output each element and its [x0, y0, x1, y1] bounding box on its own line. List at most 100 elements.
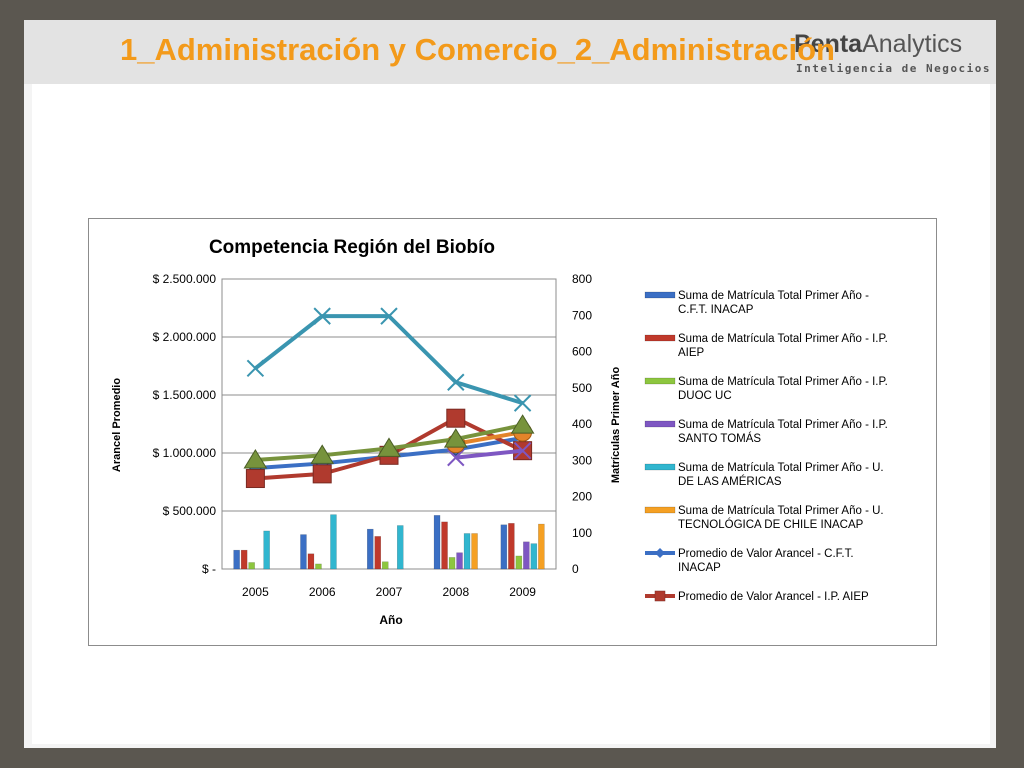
legend-marker [655, 548, 665, 558]
legend-item: Promedio de Valor Arancel - C.F.T. INACAP [645, 548, 854, 574]
y-left-tick-label: $ 500.000 [163, 504, 217, 518]
chart-frame: Competencia Región del Biobío Arancel Pr… [88, 218, 937, 646]
x-tick-label: 2005 [242, 585, 269, 599]
bar [248, 562, 255, 570]
marker-stroke [246, 359, 265, 378]
y-right-tick-label: 0 [572, 562, 579, 576]
marker-stroke [513, 394, 532, 412]
bar [500, 524, 508, 570]
bar [433, 515, 441, 570]
bar [456, 552, 463, 570]
legend-label: Suma de Matrícula Total Primer Año - [678, 290, 869, 302]
logo-brand-penta: Penta [794, 30, 863, 58]
y-left-tick-label: $ 2.500.000 [153, 272, 217, 286]
plot-background [221, 278, 557, 570]
y-axis-left-label: Arancel Promedio [111, 378, 123, 472]
legend-label: Suma de Matrícula Total Primer Año - I.P… [678, 333, 888, 345]
marker-stroke [447, 448, 465, 467]
slide-header-band [24, 20, 996, 84]
y-right-tick-label: 300 [572, 453, 592, 467]
legend-item: Suma de Matrícula Total Primer Año - I.P… [644, 333, 888, 359]
bar [538, 523, 545, 570]
legend-label: Promedio de Valor Arancel - C.F.T. [678, 548, 854, 560]
legend-label: Promedio de Valor Arancel - I.P. AIEP [678, 591, 869, 603]
y-right-tick-label: 600 [572, 345, 592, 359]
line-point [246, 359, 265, 378]
legend-item: Suma de Matrícula Total Primer Año - U.T… [644, 505, 884, 531]
legend-item: Suma de Matrícula Total Primer Año - I.P… [644, 419, 888, 445]
legend-label: Suma de Matrícula Total Primer Año - U. [678, 505, 884, 517]
series-line [455, 448, 523, 460]
x-axis-label: Año [379, 613, 402, 627]
legend-label: C.F.T. INACAP [678, 304, 754, 316]
line-point [447, 448, 465, 467]
bar [374, 536, 381, 570]
legend-item: Suma de Matrícula Total Primer Año - C.F.… [644, 290, 869, 316]
bar [530, 543, 538, 570]
legend-label: DUOC UC [678, 390, 732, 402]
legend-label: Suma de Matrícula Total Primer Año - U. [678, 462, 884, 474]
legend-label: INACAP [678, 562, 721, 574]
bar [367, 528, 374, 570]
y-left-tick-label: $ 1.500.000 [153, 388, 217, 402]
line-point [245, 469, 265, 489]
line-point [312, 464, 332, 484]
bar [382, 561, 389, 570]
bar [471, 533, 478, 570]
marker-stroke [513, 441, 532, 460]
y-right-tick-label: 700 [572, 308, 592, 322]
y-right-tick-label: 800 [572, 272, 592, 286]
legend-item: Suma de Matrícula Total Primer Año - U.D… [644, 462, 884, 488]
bar [307, 553, 315, 570]
bar [515, 555, 523, 570]
chart-title: Competencia Región del Biobío [209, 237, 495, 258]
line-point [310, 444, 335, 464]
logo-subtitle: Inteligencia de Negocios [796, 62, 991, 75]
plot-area: $ - $ 500.000 $ 1.000.000 $ 1.500.000 $ 2.00… [153, 272, 593, 599]
legend-label: Suma de Matrícula Total Primer Año - I.P… [678, 419, 888, 431]
slide-title: 1_Administración y Comercio_2_Administra… [120, 32, 835, 67]
pentaanalytics-logo: PentaAnalytics Inteligencia de Negocios [794, 30, 989, 78]
legend-swatch [644, 420, 676, 428]
bar [330, 514, 337, 570]
marker-stroke [313, 307, 331, 325]
y-left-tick-label: $ - [202, 562, 216, 576]
legend-swatch [644, 291, 676, 299]
y-left-tick-label: $ 1.000.000 [153, 446, 217, 460]
y-left-tick-label: $ 2.000.000 [153, 330, 217, 344]
bar [441, 521, 448, 570]
chart-legend: Suma de Matrícula Total Primer Año - C.F.… [644, 290, 888, 603]
logo-brand-analytics: Analytics [862, 30, 963, 58]
legend-label: SANTO TOMÁS [678, 432, 761, 445]
legend-label: DE LAS AMÉRICAS [678, 475, 782, 488]
line-point [377, 437, 401, 457]
bar [448, 557, 456, 570]
bar [508, 523, 515, 570]
bar [397, 525, 404, 570]
legend-item: Promedio de Valor Arancel - I.P. AIEP [645, 590, 869, 603]
y-right-tick-label: 100 [572, 526, 592, 540]
line-point [243, 449, 268, 469]
combo-chart: Competencia Región del Biobío Arancel Pr… [111, 237, 888, 627]
line-point [380, 307, 398, 325]
y-right-tick-label: 400 [572, 417, 592, 431]
legend-label: AIEP [678, 347, 705, 359]
legend-label: Suma de Matrícula Total Primer Año - I.P… [678, 376, 888, 388]
line-point [313, 307, 331, 325]
bar [523, 541, 530, 570]
bar [315, 563, 322, 570]
legend-label: TECNOLÓGICA DE CHILE INACAP [678, 518, 864, 531]
legend-marker [654, 590, 666, 602]
marker-stroke [380, 307, 398, 325]
legend-swatch [644, 377, 676, 385]
legend-swatch [644, 334, 676, 342]
x-tick-label: 2007 [376, 585, 403, 599]
line-point [510, 414, 535, 434]
series-line [455, 430, 523, 446]
x-tick-label: 2006 [309, 585, 336, 599]
line-point [513, 394, 532, 412]
line-point [513, 441, 532, 460]
legend-swatch [644, 506, 676, 514]
bar [263, 530, 270, 570]
bar [463, 533, 471, 570]
